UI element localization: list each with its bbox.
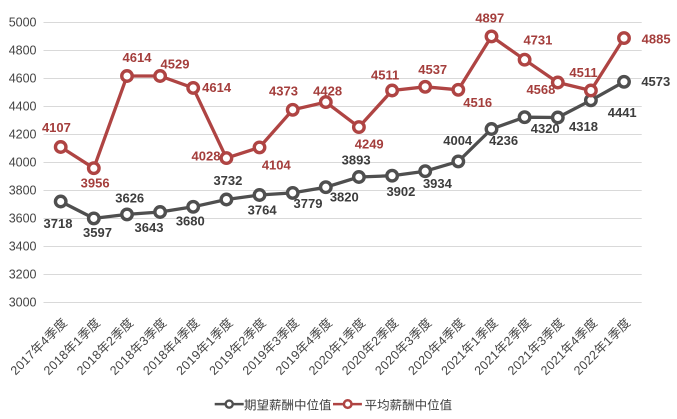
svg-text:2022: 2022 xyxy=(571,347,601,377)
svg-text:4004: 4004 xyxy=(443,133,473,148)
svg-text:4000: 4000 xyxy=(9,155,37,169)
svg-text:2019: 2019 xyxy=(207,347,237,377)
svg-text:4897: 4897 xyxy=(475,10,504,25)
svg-text:4373: 4373 xyxy=(269,83,298,98)
svg-text:3000: 3000 xyxy=(9,295,37,309)
svg-text:4800: 4800 xyxy=(9,43,37,57)
svg-text:4600: 4600 xyxy=(9,71,37,85)
svg-text:4318: 4318 xyxy=(569,119,598,134)
svg-text:2021: 2021 xyxy=(472,347,502,377)
svg-text:3893: 3893 xyxy=(342,152,371,167)
svg-text:4885: 4885 xyxy=(642,32,671,47)
svg-text:3200: 3200 xyxy=(9,267,37,281)
svg-text:4614: 4614 xyxy=(123,50,153,65)
svg-text:4731: 4731 xyxy=(523,33,552,48)
svg-text:4529: 4529 xyxy=(161,56,190,71)
svg-text:2021: 2021 xyxy=(505,347,535,377)
svg-text:4573: 4573 xyxy=(641,74,670,89)
svg-text:3600: 3600 xyxy=(9,211,37,225)
svg-text:3956: 3956 xyxy=(81,175,110,190)
svg-text:3400: 3400 xyxy=(9,239,37,253)
svg-text:3764: 3764 xyxy=(248,202,278,217)
svg-text:4104: 4104 xyxy=(262,157,292,172)
svg-text:3626: 3626 xyxy=(115,190,144,205)
svg-text:2019: 2019 xyxy=(174,347,204,377)
svg-text:4028: 4028 xyxy=(192,149,221,164)
svg-text:4236: 4236 xyxy=(489,133,518,148)
svg-text:2018: 2018 xyxy=(140,347,170,377)
svg-text:2020: 2020 xyxy=(372,347,402,377)
svg-text:3718: 3718 xyxy=(44,216,73,231)
svg-text:3643: 3643 xyxy=(135,220,164,235)
svg-text:4428: 4428 xyxy=(313,83,342,98)
svg-text:2020: 2020 xyxy=(339,347,369,377)
svg-text:4249: 4249 xyxy=(355,137,384,152)
svg-text:4200: 4200 xyxy=(9,127,37,141)
svg-text:4400: 4400 xyxy=(9,99,37,113)
svg-text:2018: 2018 xyxy=(41,347,71,377)
svg-text:4107: 4107 xyxy=(42,120,71,135)
svg-text:4320: 4320 xyxy=(531,121,560,136)
svg-text:2017: 2017 xyxy=(8,347,38,377)
svg-text:4568: 4568 xyxy=(526,82,555,97)
svg-text:2019: 2019 xyxy=(273,347,303,377)
svg-text:3597: 3597 xyxy=(83,225,112,240)
svg-text:3779: 3779 xyxy=(294,196,323,211)
svg-text:4511: 4511 xyxy=(569,65,597,80)
svg-text:5000: 5000 xyxy=(9,15,37,29)
svg-text:4516: 4516 xyxy=(463,95,492,110)
svg-text:3680: 3680 xyxy=(176,214,205,229)
svg-text:2018: 2018 xyxy=(107,347,137,377)
svg-text:4441: 4441 xyxy=(608,105,637,120)
svg-text:2021: 2021 xyxy=(439,347,469,377)
svg-text:4537: 4537 xyxy=(418,62,447,77)
svg-text:2018: 2018 xyxy=(74,347,104,377)
svg-text:2021: 2021 xyxy=(538,347,568,377)
svg-text:3820: 3820 xyxy=(330,189,359,204)
svg-text:3732: 3732 xyxy=(213,173,242,188)
svg-text:3800: 3800 xyxy=(9,183,37,197)
svg-text:2020: 2020 xyxy=(405,347,435,377)
svg-text:3934: 3934 xyxy=(423,176,453,191)
svg-text:4614: 4614 xyxy=(202,80,232,95)
svg-text:2020: 2020 xyxy=(306,347,336,377)
svg-text:3902: 3902 xyxy=(386,184,415,199)
svg-text:4511: 4511 xyxy=(371,67,399,82)
svg-text:2019: 2019 xyxy=(240,347,270,377)
